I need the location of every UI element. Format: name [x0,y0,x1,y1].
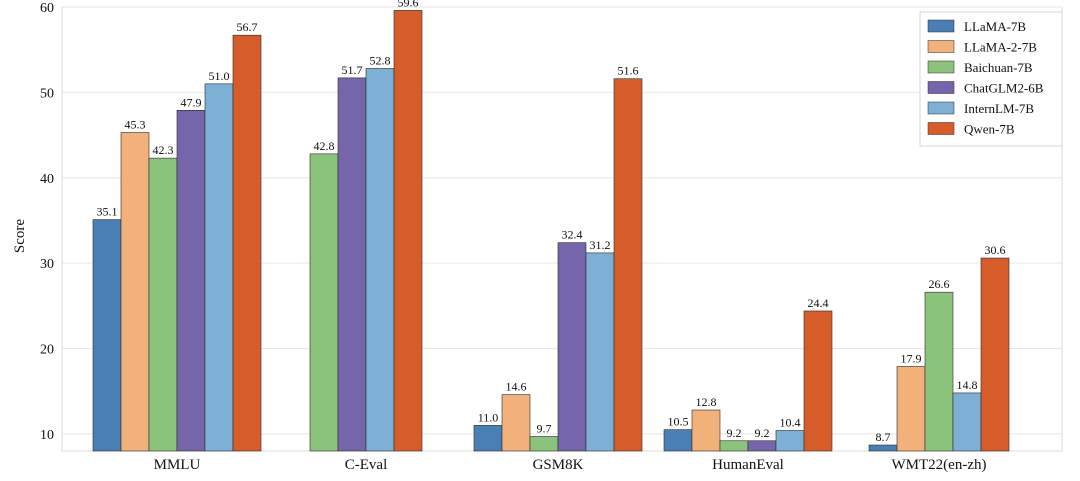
x-axis: MMLU C-Eval GSM8K HumanEval WMT22(en-zh) [154,457,987,473]
bar [691,409,721,452]
y-tick-label: 50 [40,86,54,101]
legend-swatch [927,19,955,33]
data-label: 9.7 [537,421,552,435]
x-category-label: WMT22(en-zh) [892,457,987,473]
data-label: 8.7 [876,430,891,444]
data-label: 52.8 [370,53,391,67]
bar [868,444,898,452]
bars-layer [92,10,1010,452]
legend-label: ChatGLM2-6B [964,81,1044,96]
data-label: 10.4 [780,416,801,430]
data-label: 26.6 [929,277,950,291]
y-tick-label: 20 [40,343,54,358]
data-label: 11.0 [478,410,499,424]
legend-swatch [927,40,955,53]
data-label: 42.3 [153,143,174,157]
data-label: 30.6 [985,243,1006,257]
y-tick-label: 40 [40,172,54,187]
legend-label: Baichuan-7B [964,60,1033,75]
bar [896,366,926,452]
legend-label: Qwen-7B [964,122,1015,137]
bar [337,77,367,452]
bar [613,78,643,452]
bar [92,219,122,452]
bar [204,83,234,452]
bar [952,392,982,452]
data-label: 14.6 [506,380,527,394]
legend-label: LLaMA-2-7B [964,40,1037,55]
bar [585,252,615,452]
bar [924,291,954,452]
legend-label: InternLM-7B [964,101,1034,116]
bar [557,242,587,452]
data-labels-layer: 35.1 45.3 42.3 47.9 51.0 56.7 42.8 51.7 52.8 59.6… [97,0,1006,444]
bar [980,257,1010,452]
x-category-label: GSM8K [533,457,584,473]
data-label: 35.1 [97,205,118,219]
bar [473,425,503,452]
legend-swatch [927,122,955,135]
bar [803,310,833,452]
data-label: 51.0 [209,69,230,83]
legend-swatch [927,101,955,115]
y-axis: 10 20 30 40 50 60 [40,1,54,443]
bar [176,110,206,452]
data-label: 9.2 [755,426,770,440]
x-category-label: HumanEval [712,457,784,473]
legend-label: LLaMA-7B [964,19,1026,34]
data-label: 17.9 [901,351,922,365]
bar [719,440,749,452]
data-label: 47.9 [181,95,202,109]
legend-swatch [927,81,955,94]
y-axis-title: Score [12,219,28,253]
y-tick-label: 10 [40,428,54,443]
bar [775,430,805,452]
data-label: 31.2 [590,238,611,252]
bar [501,394,531,452]
data-label: 9.2 [727,426,742,440]
data-label: 59.6 [398,0,419,9]
data-label: 14.8 [957,378,978,392]
bar [393,10,423,452]
x-category-label: C-Eval [345,457,388,473]
y-tick-label: 30 [40,257,54,272]
bar [663,429,693,452]
bar [747,440,777,452]
data-label: 45.3 [125,118,146,132]
data-label: 12.8 [696,395,717,409]
data-label: 24.4 [808,296,829,310]
data-label: 56.7 [237,20,258,34]
legend: LLaMA-7B LLaMA-2-7B Baichuan-7B ChatGLM2-6B… [919,11,1063,147]
data-label: 51.7 [342,63,363,77]
legend-swatch [927,60,955,74]
y-tick-label: 60 [40,1,54,16]
data-label: 10.5 [668,415,689,429]
bar [309,153,339,452]
data-label: 51.6 [618,64,639,78]
data-label: 42.8 [314,139,335,153]
data-label: 32.4 [562,228,583,242]
bar [365,68,395,452]
bar [232,34,262,452]
x-category-label: MMLU [154,457,201,473]
bar [529,436,559,452]
bar [120,132,150,452]
bar [148,157,178,452]
